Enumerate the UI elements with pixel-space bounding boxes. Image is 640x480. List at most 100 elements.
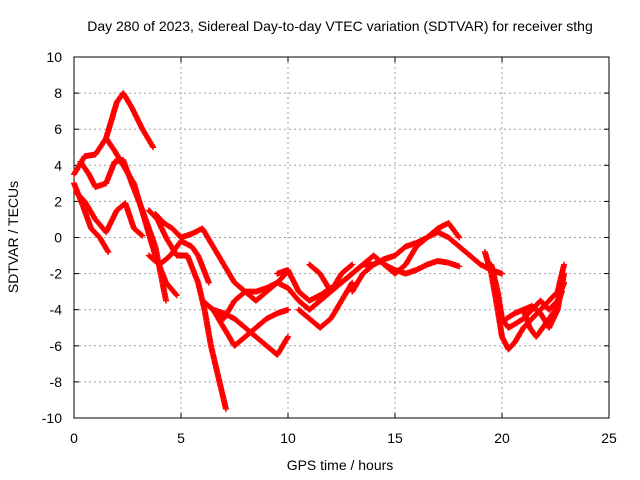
data-point: [105, 248, 112, 255]
data-marker-run: [210, 244, 226, 267]
data-point: [499, 270, 505, 277]
data-marks: [71, 90, 568, 412]
series-track-3: [73, 189, 146, 239]
y-tick-label: -10: [42, 410, 62, 426]
y-tick-label: 2: [54, 193, 62, 209]
x-tick-label: 10: [280, 430, 296, 446]
y-tick-label: 10: [46, 49, 62, 65]
data-marker-run: [93, 217, 109, 234]
data-point: [285, 333, 291, 340]
data-marker-run: [468, 253, 483, 267]
data-marker-run: [457, 244, 472, 258]
data-marker-run: [132, 226, 145, 238]
data-marker-run: [328, 299, 344, 321]
data-marker-run: [414, 262, 429, 273]
data-marker-run: [221, 326, 237, 348]
series-track-4: [71, 180, 112, 255]
data-marker-run: [403, 244, 419, 267]
data-marker-run: [328, 280, 344, 294]
data-marker-run: [307, 262, 322, 276]
data-marker-run: [82, 199, 98, 222]
data-marker-run: [200, 298, 215, 312]
y-axis: 10 8 6 4 2 0 -2 -4 -6 -8 -10: [42, 49, 609, 426]
x-axis-label: GPS time / hours: [287, 457, 394, 473]
data-marker-run: [232, 334, 248, 348]
data-marker-run: [214, 371, 227, 402]
series-track-10: [199, 297, 291, 349]
data-marker-run: [243, 325, 258, 339]
data-marker-run: [122, 201, 137, 231]
y-tick-label: -6: [50, 338, 63, 354]
data-marker-run: [350, 262, 365, 276]
x-tick-label: 5: [177, 430, 185, 446]
data-marker-run: [504, 311, 517, 321]
data-marker-run: [121, 163, 137, 186]
series-track-13: [295, 279, 356, 331]
data-marker-run: [307, 298, 322, 312]
data-marker-run: [80, 203, 94, 231]
data-marker-run: [208, 344, 220, 375]
series-track-15: [349, 229, 505, 295]
data-marker-run: [189, 244, 201, 258]
data-point: [222, 405, 229, 412]
data-marker-run: [285, 286, 301, 303]
y-tick-label: -4: [50, 302, 63, 318]
y-axis-label: SDTVAR / TECUs: [5, 181, 21, 293]
data-marker-run: [129, 105, 145, 131]
y-tick-label: 6: [54, 121, 62, 137]
data-marker-run: [221, 262, 237, 285]
data-marker-run: [93, 136, 109, 157]
data-marker-run: [547, 289, 560, 303]
data-marker-run: [254, 316, 269, 330]
y-tick-label: -2: [50, 266, 63, 282]
data-marker-run: [520, 308, 533, 330]
data-marker-run: [157, 253, 173, 267]
data-marker-run: [103, 208, 120, 234]
data-marker-run: [530, 304, 543, 316]
data-marker-run: [163, 280, 179, 298]
data-marker-run: [534, 325, 545, 339]
data-marker-run: [195, 253, 212, 285]
y-tick-label: 8: [54, 85, 62, 101]
data-marker-run: [120, 91, 135, 110]
data-marker-run: [393, 244, 408, 258]
data-marker-run: [446, 221, 462, 240]
data-marker-run: [513, 316, 526, 327]
data-marker-run: [285, 268, 302, 294]
data-marker-run: [103, 136, 117, 153]
data-marker-run: [350, 271, 366, 294]
series-track-1: [71, 90, 157, 178]
data-point: [349, 279, 356, 286]
data-point: [163, 297, 170, 304]
chart-title: Day 280 of 2023, Sidereal Day-to-day VTE…: [87, 18, 593, 34]
data-marker-run: [153, 212, 166, 226]
data-marker-run: [103, 160, 118, 185]
data-marker-run: [200, 226, 216, 249]
data-point: [173, 292, 180, 299]
data-point: [150, 144, 157, 151]
data-marker-run: [201, 308, 214, 348]
data-marker-run: [112, 149, 126, 168]
data-marker-run: [361, 262, 376, 276]
data-marker-run: [185, 253, 201, 285]
series-track-5: [103, 135, 180, 299]
data-marker-run: [89, 226, 102, 240]
data-point: [139, 232, 146, 239]
y-tick-label: -8: [50, 374, 63, 390]
data-point: [558, 288, 565, 295]
data-marker-run: [446, 235, 462, 249]
data-marker-run: [97, 235, 111, 254]
data-marker-run: [195, 281, 208, 312]
data-marker-run: [506, 321, 517, 330]
data-marker-run: [254, 289, 269, 303]
data-point: [456, 263, 463, 270]
series-track-8: [152, 211, 289, 295]
y-tick-label: 0: [54, 230, 62, 246]
data-marker-run: [339, 271, 355, 285]
data-marker-run: [546, 307, 558, 321]
data-point: [285, 306, 291, 313]
y-tick-label: 4: [54, 157, 62, 173]
data-marker-run: [179, 238, 194, 249]
data-marker-run: [71, 181, 85, 207]
